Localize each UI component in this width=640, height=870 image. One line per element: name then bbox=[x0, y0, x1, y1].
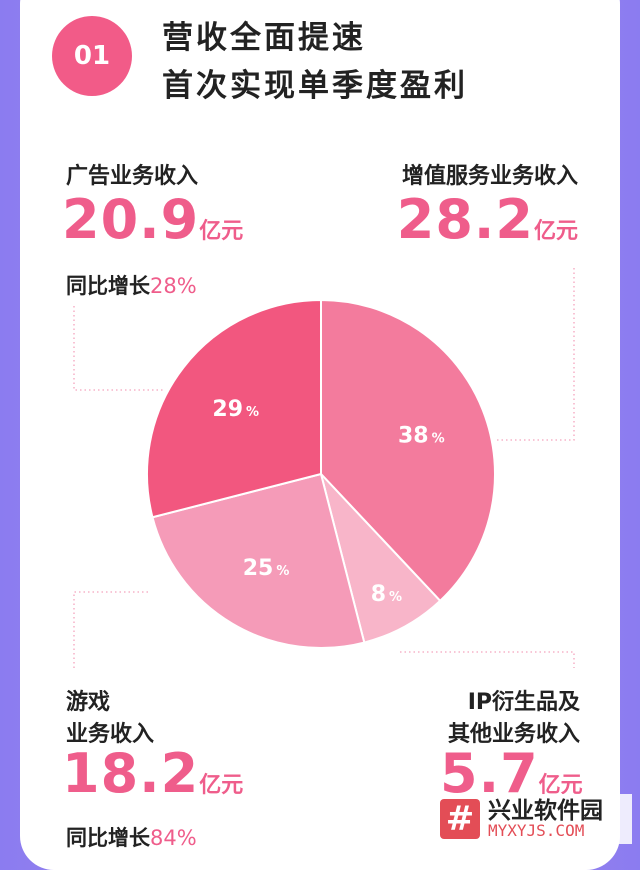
ip-revenue-label-line1: IP衍生品及 bbox=[467, 690, 580, 715]
pie-label-ip: 8% bbox=[371, 582, 402, 607]
ad-revenue-unit: 亿元 bbox=[199, 219, 244, 244]
pie-slice-ad bbox=[146, 298, 322, 519]
game-yoy-label: 同比增长 bbox=[66, 826, 150, 850]
connector-game bbox=[73, 591, 150, 668]
ad-yoy-label: 同比增长 bbox=[66, 274, 150, 298]
watermark-url: MYXYJS.COM bbox=[488, 820, 585, 840]
game-revenue-label-line2: 业务收入 bbox=[66, 722, 155, 747]
ad-yoy-value: 28% bbox=[150, 274, 197, 298]
ad-revenue-label: 广告业务收入 bbox=[66, 164, 199, 189]
ip-revenue-unit: 亿元 bbox=[538, 773, 583, 798]
game-yoy-value: 84% bbox=[150, 826, 197, 850]
pie-label-vas: 38% bbox=[398, 423, 445, 448]
pie-slice-vas bbox=[320, 298, 496, 603]
ad-revenue-amount: 20.9亿元 bbox=[62, 188, 243, 251]
page-subtitle: 首次实现单季度盈利 bbox=[162, 68, 468, 104]
pie-slice-game bbox=[151, 472, 366, 649]
watermark-text: 兴业软件园 MYXYJS.COM bbox=[488, 797, 603, 840]
ad-revenue-value: 20.9 bbox=[62, 188, 200, 251]
vas-revenue-label: 增值服务业务收入 bbox=[401, 164, 578, 189]
game-revenue-label-line1: 游戏 bbox=[66, 690, 111, 715]
connector-ad bbox=[73, 306, 165, 391]
section-number-badge: 01 bbox=[52, 16, 132, 96]
ad-revenue-yoy: 同比增长28% bbox=[66, 270, 197, 300]
watermark-logo-icon: # bbox=[440, 799, 480, 839]
watermark-title: 兴业软件园 bbox=[488, 797, 603, 824]
page-title: 营收全面提速 bbox=[162, 20, 366, 56]
ip-revenue-label-line2: 其他业务收入 bbox=[447, 722, 580, 747]
watermark: # 兴业软件园 MYXYJS.COM bbox=[436, 794, 632, 844]
game-revenue-unit: 亿元 bbox=[199, 773, 244, 798]
connector-vas bbox=[495, 268, 575, 441]
pie-label-game: 25% bbox=[243, 556, 290, 581]
pie-label-ad: 29% bbox=[212, 397, 259, 422]
vas-revenue-unit: 亿元 bbox=[533, 219, 578, 244]
game-revenue-amount: 18.2亿元 bbox=[62, 742, 243, 805]
connector-ip bbox=[400, 651, 575, 668]
vas-revenue-amount: 28.2亿元 bbox=[397, 188, 578, 251]
game-revenue-yoy: 同比增长84% bbox=[66, 822, 197, 852]
vas-revenue-value: 28.2 bbox=[396, 188, 534, 251]
game-revenue-value: 18.2 bbox=[62, 742, 200, 805]
